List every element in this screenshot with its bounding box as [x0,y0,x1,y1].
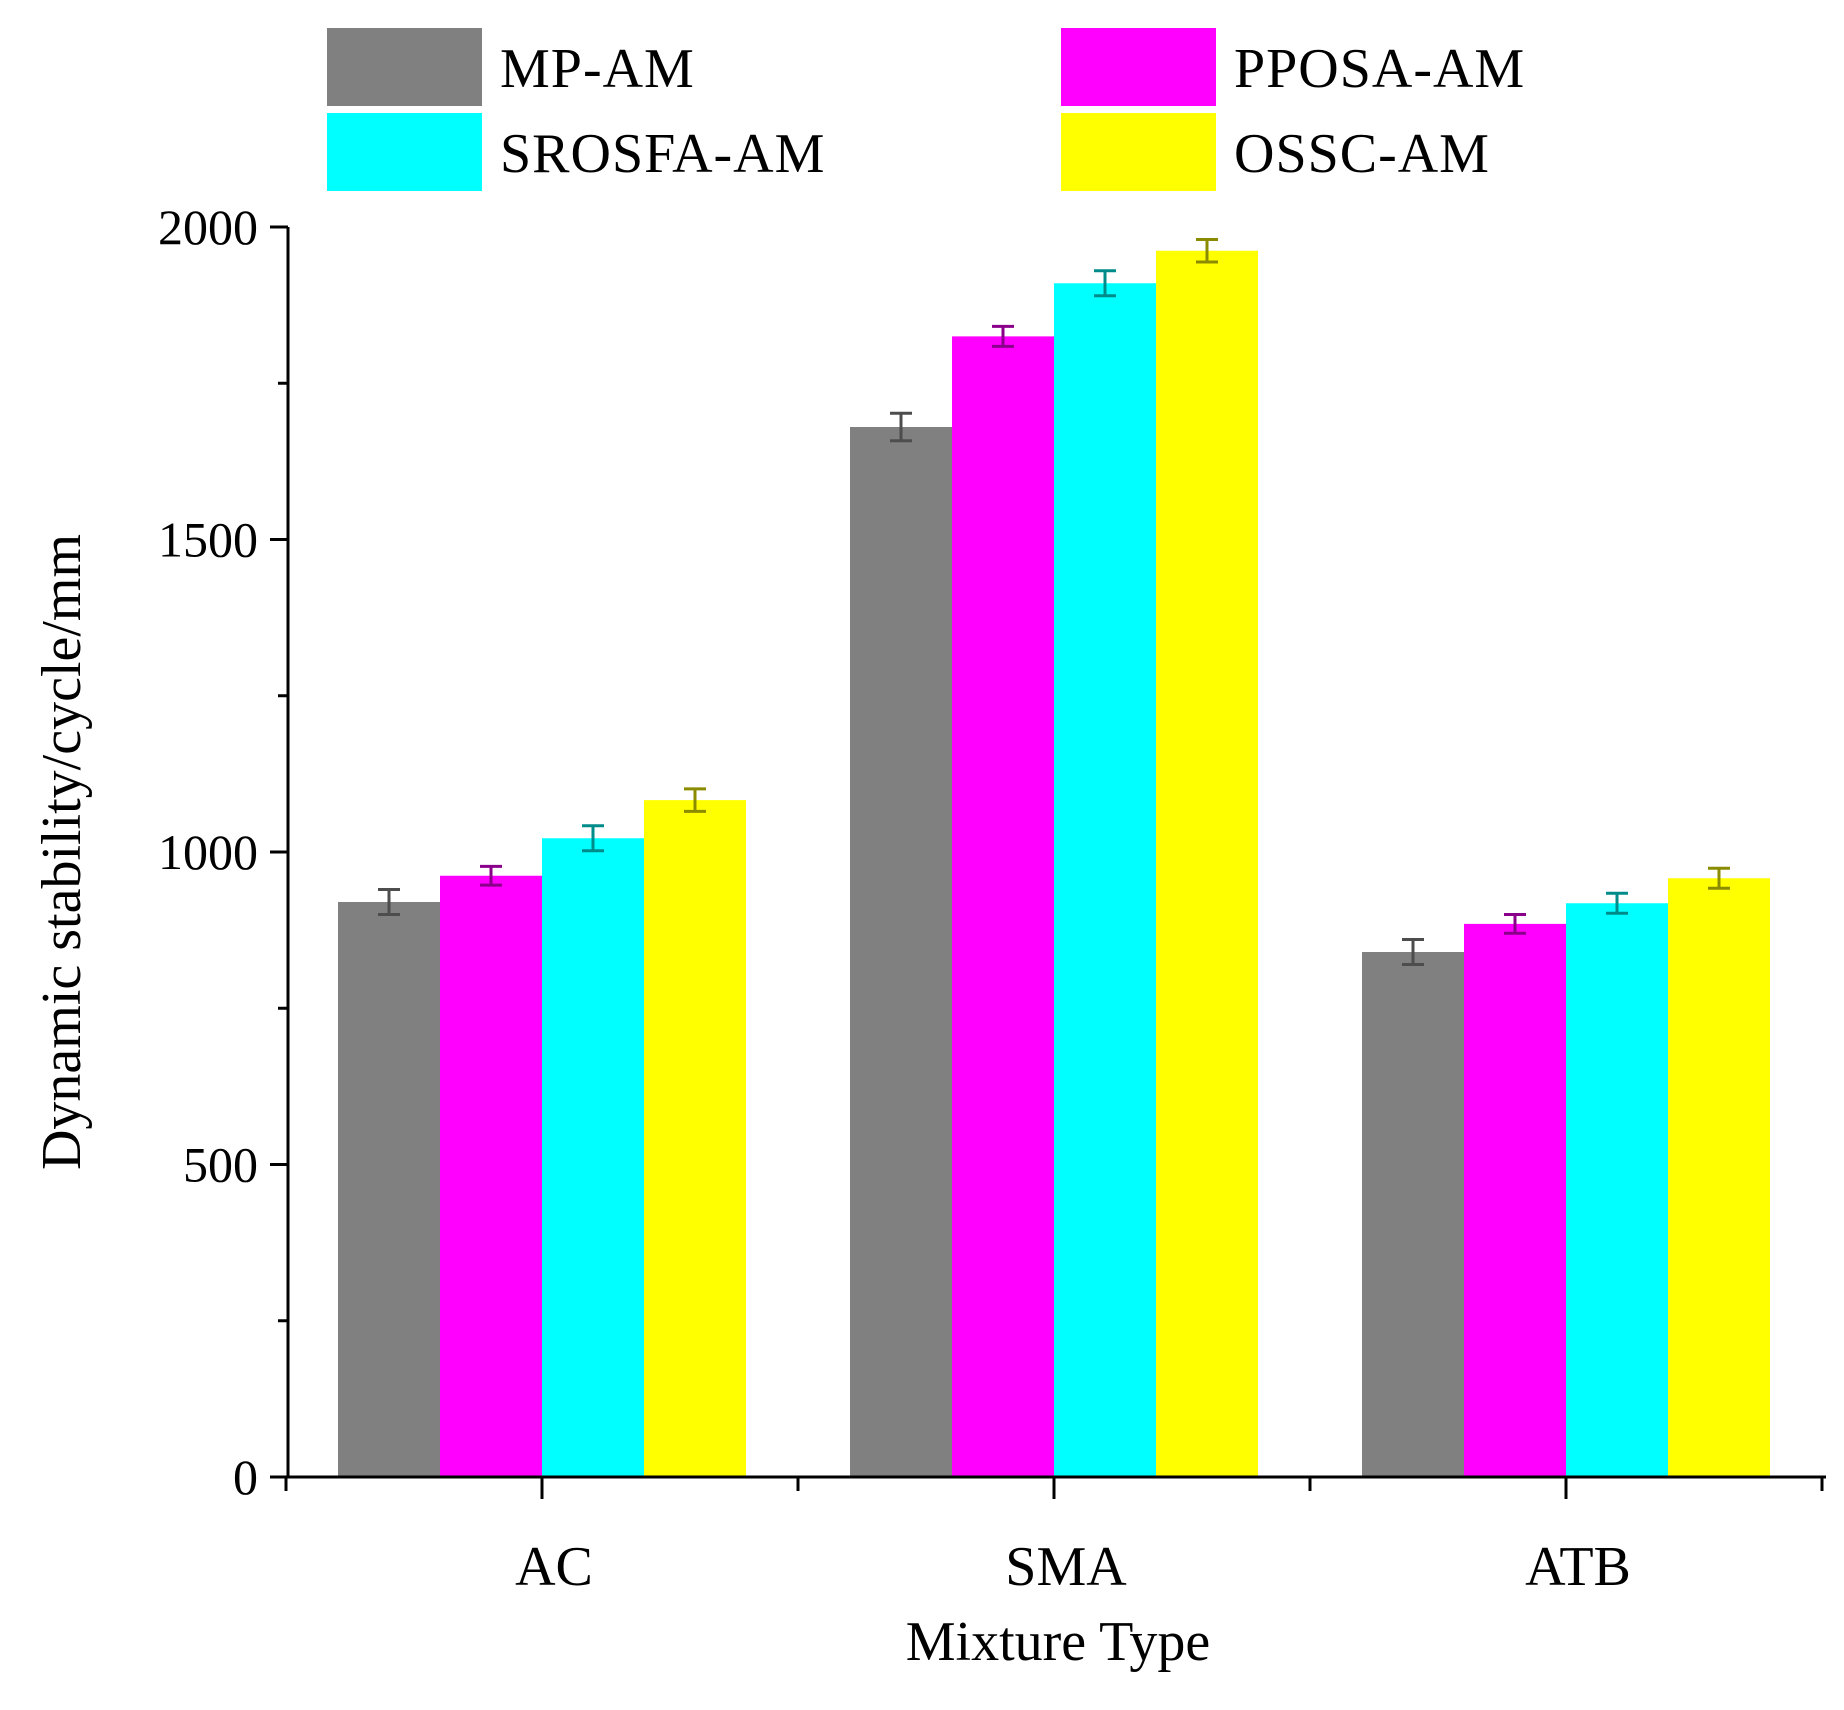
legend-label-mp-am: MP-AM [500,38,695,100]
bars [338,238,1770,1477]
error-bar-ac-srosfa-am [582,824,604,853]
bar-ac-pposa-am [440,875,542,1477]
bar-atb-srosfa-am [1566,903,1668,1477]
error-bar-atb-srosfa-am [1606,891,1628,915]
error-bar-sma-mp-am [890,411,912,443]
error-bar-ac-pposa-am [480,864,502,887]
error-bar-sma-srosfa-am [1094,269,1116,298]
x-ticks: AC SMA ATB [284,1477,1824,1598]
legend-swatch-pposa-am [1061,28,1216,106]
error-bar-sma-ossc-am [1196,238,1218,264]
bar-ac-srosfa-am [542,838,644,1477]
y-tick-label: 1500 [158,512,258,568]
legend-label-ossc-am: OSSC-AM [1234,123,1490,185]
bar-sma-ossc-am [1156,250,1258,1477]
bar-atb-pposa-am [1464,923,1566,1477]
legend-swatch-srosfa-am [327,113,482,191]
bar-sma-pposa-am [952,336,1054,1477]
bar-atb-ossc-am [1668,878,1770,1477]
x-axis-title: Mixture Type [906,1611,1211,1673]
bar-ac-ossc-am [644,800,746,1477]
x-tick-label-ac: AC [515,1536,593,1598]
legend-label-srosfa-am: SROSFA-AM [500,123,825,185]
error-bar-atb-pposa-am [1504,913,1526,935]
y-tick-label: 2000 [158,199,258,255]
bar-atb-mp-am [1362,952,1464,1477]
legend-label-pposa-am: PPOSA-AM [1234,38,1525,100]
error-bar-sma-pposa-am [992,324,1014,348]
x-tick-label-atb: ATB [1525,1536,1631,1598]
error-bar-ac-mp-am [378,888,400,916]
legend: MP-AM PPOSA-AM SROSFA-AM OSSC-AM [327,28,1525,191]
y-axis-title: Dynamic stability/cycle/mm [31,534,93,1170]
error-bar-atb-ossc-am [1708,866,1730,890]
legend-swatch-ossc-am [1061,113,1216,191]
x-tick-label-sma: SMA [1005,1536,1127,1598]
bar-sma-srosfa-am [1054,283,1156,1477]
bar-sma-mp-am [850,427,952,1477]
y-tick-label: 500 [183,1137,258,1193]
error-bar-ac-ossc-am [684,787,706,813]
error-bar-atb-mp-am [1402,938,1424,966]
y-ticks: 0 500 1000 1500 2000 [158,199,288,1505]
y-tick-label: 0 [233,1449,258,1505]
y-tick-label: 1000 [158,824,258,880]
legend-swatch-mp-am [327,28,482,106]
bar-ac-mp-am [338,902,440,1477]
